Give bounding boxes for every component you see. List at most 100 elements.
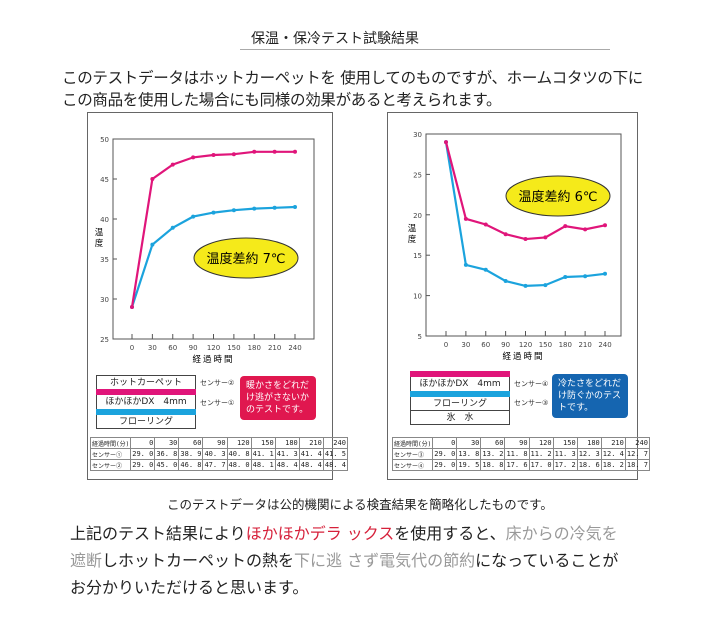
x-tick-label: 30	[461, 341, 470, 349]
annotation-ellipse	[505, 175, 611, 217]
text: を使用すると、	[394, 524, 506, 543]
table-cell: 0	[130, 437, 156, 449]
table-cell: 45. 0	[154, 459, 180, 471]
annotation-text: 温度差約 7℃	[206, 251, 285, 267]
table-cell: 48. 4	[274, 459, 300, 471]
plot-frame	[112, 138, 315, 340]
text: さず電気代の節約	[347, 551, 476, 570]
table-cell: 12. 4	[600, 448, 626, 460]
data-point	[272, 205, 277, 210]
product-name: ほかほかデラ ックス	[245, 524, 395, 543]
table-cell: 38. 9	[178, 448, 204, 460]
data-point	[583, 274, 588, 279]
table-cell: 180	[274, 437, 300, 449]
table-cell: 90	[202, 437, 228, 449]
table-cell: センサー②	[89, 459, 132, 471]
table-cell: 180	[576, 437, 602, 449]
text: 上記のテスト結果により	[70, 524, 246, 543]
y-tick-label: 50	[100, 136, 109, 144]
table-cell: 12. 3	[576, 448, 602, 460]
summary-line-3: お分かりいただけると思います。	[70, 578, 309, 597]
heat-chart: 25 30 35 40 45 50 0 30 60 90 120 150 180 210 240 経過時間 温度…	[95, 136, 315, 365]
x-tick-label: 30	[148, 344, 157, 352]
table-cell: 18. 2	[600, 459, 626, 471]
y-tick-label: 5	[418, 333, 422, 341]
data-point	[523, 283, 528, 288]
data-point	[444, 140, 448, 145]
y-tick-label: 25	[100, 336, 109, 344]
y-tick-label: 20	[413, 212, 422, 220]
sensor-line-pink	[96, 389, 196, 395]
x-axis-label: 経過時間	[192, 354, 234, 365]
table-cell: 41. 5	[322, 448, 348, 460]
table-cell: 13. 8	[456, 448, 482, 460]
table-cell: 40. 3	[202, 448, 228, 460]
page-title: 保温・保冷テスト試験結果	[251, 31, 419, 47]
table-row: センサー③ 29. 0 13. 8 13. 2 11. 8 11. 2 11. 3 12. 3…	[391, 448, 650, 460]
layer-dx: ほかほかDX 4mm	[96, 395, 196, 409]
heat-test-panel: 25 30 35 40 45 50 0 30 60 90 120 150 180 210 240 経過時間温度…	[87, 112, 348, 480]
layer-icewater: 氷 水	[410, 411, 510, 425]
table-cell: 120	[226, 437, 252, 449]
table-cell: 48. 4	[322, 459, 348, 471]
y-axis-label: 温	[95, 227, 104, 238]
data-point	[231, 152, 236, 157]
data-point	[463, 262, 468, 267]
data-point	[130, 305, 134, 309]
table-cell: 41. 4	[298, 448, 324, 460]
table-cell: 13. 2	[480, 448, 506, 460]
x-tick-label: 120	[207, 344, 220, 352]
data-point	[563, 275, 568, 280]
data-point	[170, 162, 175, 167]
x-tick-label: 150	[539, 341, 552, 349]
y-tick-label: 10	[413, 293, 422, 301]
table-cell: 150	[552, 437, 578, 449]
table-row: 経過時間(分) 0 30 60 90 120 150 180 210 240	[391, 437, 650, 449]
test-note: 冷たさをどれだけ防ぐかのテストです。	[552, 374, 628, 418]
table-cell: 0	[432, 437, 458, 449]
test-note: 暖かさをどれだけ逃がさないかのテストです。	[240, 376, 316, 420]
data-point	[150, 177, 155, 181]
y-tick-label: 30	[413, 131, 422, 139]
y-tick-label: 40	[100, 216, 109, 224]
data-point	[583, 227, 588, 232]
table-cell: 経過時間(分)	[391, 437, 434, 449]
data-point	[523, 237, 528, 242]
table-cell: 30	[456, 437, 482, 449]
data-point	[170, 225, 175, 230]
data-point	[252, 149, 257, 154]
table-cell: センサー④	[391, 459, 434, 471]
data-point	[563, 224, 568, 229]
cold-chart: 5 10 15 20 25 30 0 30 60 90 120 150 180 210 240 経過時間 温度 温…	[408, 131, 622, 362]
table-cell: 240	[322, 437, 348, 449]
table-cell: 17. 2	[552, 459, 578, 471]
caption: このテストデータは公的機関による検査結果を簡略化したものです。	[167, 497, 553, 512]
x-tick-label: 180	[559, 341, 572, 349]
data-point	[191, 155, 196, 160]
sensor-line-blue	[410, 391, 510, 397]
data-point	[150, 242, 155, 247]
data-point	[211, 153, 216, 157]
summary-line-2: 遮断しホットカーペットの熱を下に逃 さず電気代の節約になっていることが	[70, 547, 618, 571]
table-cell: 18. 7	[624, 459, 650, 471]
data-point	[483, 222, 488, 227]
x-tick-label: 0	[444, 341, 448, 349]
sensor-line-pink	[410, 371, 510, 377]
x-tick-label: 180	[248, 344, 261, 352]
sensor-label: センサー②	[200, 379, 235, 387]
data-point	[543, 283, 548, 288]
table-cell: 48. 1	[250, 459, 276, 471]
table-cell: 210	[600, 437, 626, 449]
table-cell: 18. 8	[480, 459, 506, 471]
table-row: 経過時間(分) 0 30 60 90 120 150 180 210 240	[89, 437, 348, 449]
y-axis-label: 温	[408, 223, 417, 234]
table-cell: 210	[298, 437, 324, 449]
layer-flooring: フローリング	[96, 415, 196, 429]
intro-line-1: このテストデータはホットカーペットを 使用してのものですが、ホームコタツの下に	[62, 69, 643, 87]
data-point	[252, 206, 257, 211]
sensor-label: センサー①	[200, 399, 235, 407]
table-cell: 60	[178, 437, 204, 449]
data-point	[231, 208, 236, 213]
